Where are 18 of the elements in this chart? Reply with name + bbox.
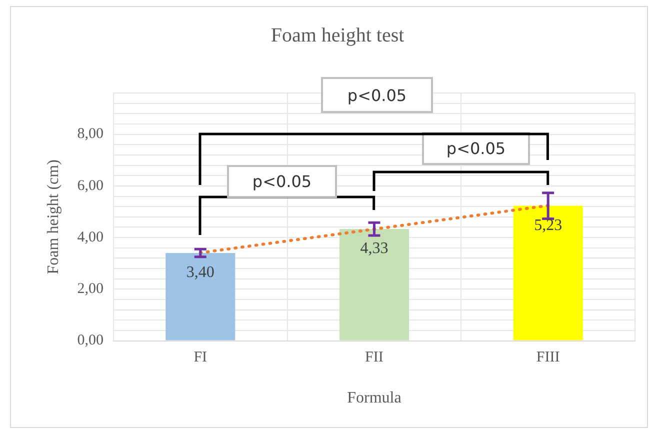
x-tick-label: FI — [194, 350, 208, 366]
x-tick-label: FII — [365, 350, 384, 366]
bar — [513, 206, 583, 340]
y-tick-label: 4,00 — [77, 229, 104, 246]
data-label: 4,33 — [360, 240, 388, 258]
label-box: p<0.05 — [227, 165, 337, 198]
y-tick-label: 8,00 — [77, 126, 104, 142]
x-axis-title: Formula — [347, 390, 402, 407]
y-axis-title: Foam height (cm) — [44, 160, 62, 274]
bar — [166, 253, 236, 340]
chart-title: Foam height test — [270, 24, 405, 46]
y-tick-label: 2,00 — [77, 281, 104, 298]
data-label: 5,23 — [534, 217, 562, 234]
y-tick-label: 6,00 — [77, 178, 104, 194]
x-tick-label: FIII — [536, 350, 560, 366]
data-label: 3,40 — [186, 264, 214, 282]
label-box: p<0.05 — [321, 77, 433, 113]
y-tick-label: 0,00 — [77, 332, 104, 349]
